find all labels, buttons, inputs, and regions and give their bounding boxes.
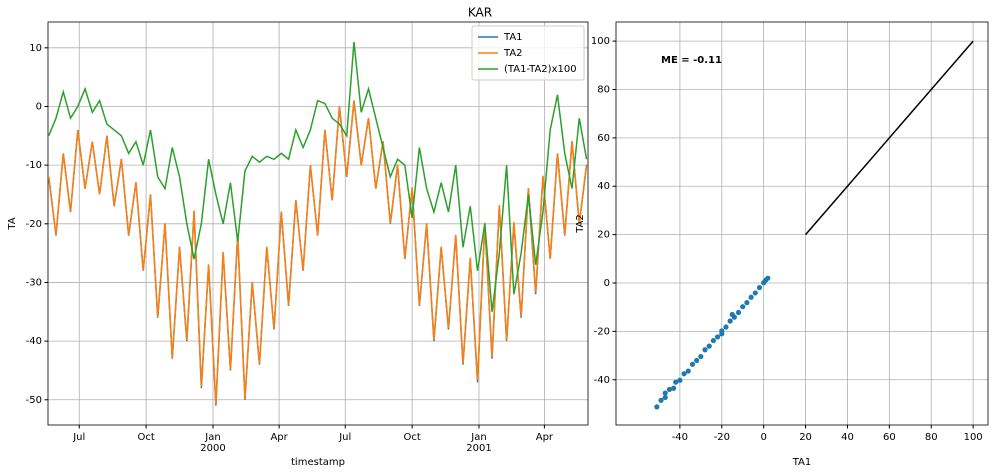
- scatter-point: [735, 309, 742, 316]
- x-tick-label: 40: [841, 432, 854, 443]
- x-tick-label: Jul: [338, 432, 351, 443]
- scatter-point: [702, 347, 708, 353]
- y-tick-label: 20: [597, 230, 610, 241]
- y-tick-label: 100: [591, 36, 610, 47]
- y-tick-label: 0: [604, 278, 610, 289]
- x-tick-label: Oct: [137, 432, 154, 443]
- y-tick-label: -50: [26, 395, 42, 406]
- scatter-point: [748, 294, 754, 300]
- scatter-point: [673, 379, 679, 385]
- scatter-point: [666, 386, 673, 393]
- scatter-point: [681, 371, 687, 377]
- scatter-point: [727, 318, 733, 324]
- y-tick-label: 0: [36, 101, 42, 112]
- plot-frame: [47, 21, 589, 426]
- scatter-point: [710, 337, 716, 344]
- legend-label: (TA1-TA2)x100: [504, 64, 577, 75]
- y-tick-label: -40: [594, 375, 610, 386]
- x-tick-label: 2001: [466, 443, 491, 454]
- series-line: [48, 41, 588, 312]
- scatter-point: [698, 353, 704, 360]
- y-tick-label: -20: [594, 326, 610, 337]
- x-tick-label: 20: [799, 432, 812, 443]
- scatter-point: [714, 334, 721, 340]
- scatter-point: [756, 285, 763, 291]
- scatter-point: [744, 300, 750, 306]
- y-tick-label: -40: [26, 336, 42, 347]
- y-tick-label: -10: [26, 160, 42, 171]
- y-axis-label: TA2: [575, 214, 586, 234]
- x-tick-label: -40: [672, 432, 688, 443]
- y-axis-label: TA: [7, 217, 18, 230]
- scatter-point: [694, 357, 700, 364]
- x-axis-label: timestamp: [291, 457, 345, 468]
- x-tick-label: Jan: [470, 432, 486, 443]
- scatter-point: [740, 304, 746, 310]
- x-tick-label: 60: [883, 432, 896, 443]
- scatter-point: [723, 324, 729, 330]
- y-tick-label: -20: [26, 219, 42, 230]
- y-tick-label: 10: [29, 43, 42, 54]
- scatter-point: [662, 394, 668, 401]
- chart-title: KAR: [468, 6, 492, 20]
- series-line: [47, 100, 588, 406]
- x-tick-label: Jul: [72, 432, 85, 443]
- x-tick-label: 2000: [200, 443, 225, 454]
- scatter-point: [765, 275, 771, 281]
- reference-line: [804, 40, 974, 236]
- plot-frame: [615, 21, 989, 426]
- x-tick-label: Apr: [536, 432, 554, 443]
- scatter-point: [719, 331, 725, 337]
- scatter-point: [654, 404, 660, 410]
- scatter-point: [677, 377, 683, 383]
- y-tick-label: 80: [597, 84, 610, 95]
- x-tick-label: Jan: [204, 432, 220, 443]
- legend-label: TA2: [503, 48, 523, 59]
- scatter-point: [685, 368, 691, 374]
- x-tick-label: Oct: [403, 432, 420, 443]
- x-tick-label: -20: [714, 432, 730, 443]
- scatter-point: [662, 390, 668, 396]
- y-tick-label: 60: [597, 133, 610, 144]
- scatter-point: [729, 311, 735, 318]
- legend-label: TA1: [503, 32, 523, 43]
- y-tick-label: -30: [26, 277, 42, 288]
- x-tick-label: Apr: [270, 432, 288, 443]
- legend-box: [471, 25, 585, 81]
- scatter-point: [706, 343, 712, 349]
- x-tick-label: 100: [964, 432, 983, 443]
- x-tick-label: 80: [925, 432, 938, 443]
- scatter-point: [752, 290, 758, 296]
- scatter-point: [671, 385, 677, 391]
- scatter-point: [658, 397, 664, 403]
- y-tick-label: 40: [597, 181, 610, 192]
- annotation: ME = -0.11: [661, 55, 722, 66]
- scatter-point: [689, 361, 696, 367]
- x-tick-label: 0: [760, 432, 766, 443]
- series-line: [47, 101, 588, 405]
- x-axis-label: TA1: [792, 457, 812, 468]
